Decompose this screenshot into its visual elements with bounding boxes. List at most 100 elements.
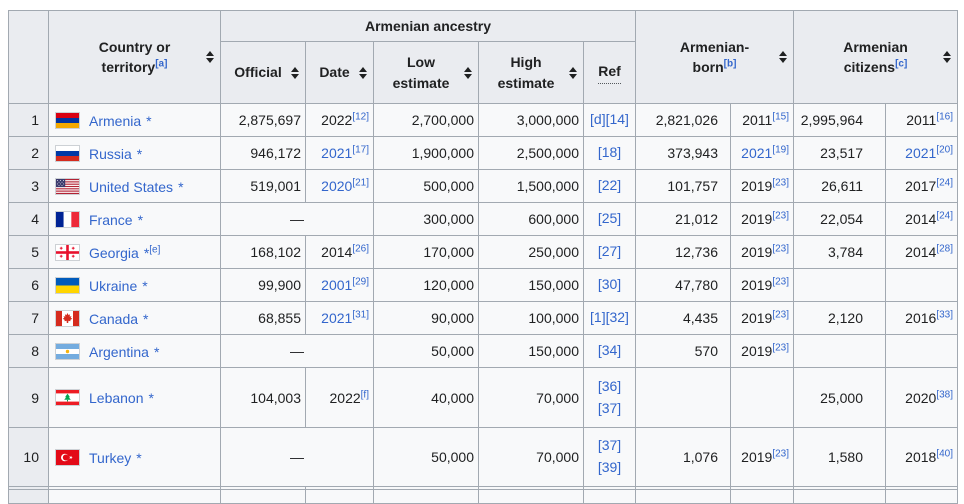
row-number: 8 [8,334,49,368]
citation-link[interactable]: [23] [772,342,789,354]
flag-ukraine-icon [55,276,80,294]
citation-link[interactable]: [36] [597,377,622,394]
citation-link[interactable]: [23] [772,210,789,222]
note-c-link[interactable]: [c] [895,58,908,70]
armenian-citizens-date-cell [885,334,958,368]
armenian-born-column-header[interactable]: Armenian-born[b] [635,10,794,104]
year-value[interactable]: 2020 [321,178,353,194]
citation-link[interactable]: [40] [936,448,953,460]
table-row: 5 Georgia *[e] 168,102 2014[26] 170,000 2… [8,235,958,269]
citation-link[interactable]: [17] [352,144,369,156]
citation-link[interactable]: [27] [597,243,622,260]
flag-france-icon [55,210,80,228]
country-star-link[interactable]: * [142,277,148,294]
citation-link[interactable]: [28] [936,243,953,255]
citation-link[interactable]: [24] [936,177,953,189]
country-link[interactable]: United States [89,178,174,195]
country-link[interactable]: Georgia [89,244,139,261]
low-estimate-cell: 120,000 [373,268,479,302]
partial-row [8,489,958,504]
country-link[interactable]: Armenia [89,112,142,129]
citation-link[interactable]: [1][32] [590,309,629,326]
country-link[interactable]: Lebanon [89,390,144,406]
note-b-link[interactable]: [b] [723,58,737,70]
date-column-header[interactable]: Date [305,41,374,104]
citation-link[interactable]: [f] [360,388,369,400]
country-star-link[interactable]: * [148,390,154,406]
country-link[interactable]: Russia [89,145,132,162]
citation-link[interactable]: [29] [352,276,369,288]
table-row: 2 Russia * 946,172 2021[17] 1,900,000 2,5… [8,136,958,170]
country-star-link[interactable]: * [146,112,152,129]
citation-link[interactable]: [33] [936,309,953,321]
official-column-header[interactable]: Official [220,41,306,104]
citation-link[interactable]: [30] [597,276,622,293]
armenian-citizens-date-cell: 2016[33] [885,301,958,335]
citation-link[interactable]: [23] [772,309,789,321]
citation-link[interactable]: [16] [936,111,953,123]
country-star-link[interactable]: * [137,211,144,228]
table-row: 1 Armenia * 2,875,697 2022[12] 2,700,000 … [8,103,958,137]
country-link[interactable]: Argentina [89,343,149,360]
citation-link[interactable]: [39] [597,459,622,475]
flag-united-states-icon [55,177,80,195]
armenian-born-date-cell: 2011[15] [730,103,794,137]
citation-link[interactable]: [d][14] [590,111,629,128]
citation-link[interactable]: [38] [936,388,953,400]
citation-link[interactable]: [34] [597,342,622,359]
citation-link[interactable]: [31] [352,309,369,321]
country-flag [55,111,80,129]
country-note-link[interactable]: [e] [149,243,161,255]
citation-link[interactable]: [37] [597,399,622,416]
country-star-link[interactable]: * [153,343,160,360]
country-link[interactable]: Turkey [89,449,132,466]
citation-link[interactable]: [22] [597,177,622,194]
year-value: 2017 [905,178,937,194]
official-date-cell: 2022[12] [305,103,374,137]
citation-link[interactable]: [26] [352,243,369,255]
country-link[interactable]: France [89,211,133,228]
country-star-link[interactable]: * [136,145,143,162]
sort-icon [779,51,788,63]
citation-link[interactable]: [23] [772,243,789,255]
low-estimate-cell: 170,000 [373,235,479,269]
country-cell: Russia * [48,136,221,170]
citation-link[interactable]: [24] [936,210,953,222]
citation-link[interactable]: [25] [597,210,622,227]
table-row: 3 United States * 519,001 2020[21] 500,00… [8,169,958,203]
citation-link[interactable]: [23] [772,276,789,288]
year-value[interactable]: 2021 [321,145,353,161]
country-cell: Canada * [48,301,221,335]
row-number: 2 [8,136,49,170]
armenian-citizens-column-header[interactable]: Armenian citizens[c] [793,10,958,104]
flag-argentina-icon [55,342,80,360]
citation-link[interactable]: [15] [772,111,789,123]
citation-link[interactable]: [23] [772,177,789,189]
citation-link[interactable]: [21] [352,177,369,189]
year-value[interactable]: 2021 [905,145,937,161]
citation-link[interactable]: [37] [597,437,622,454]
note-a-link[interactable]: [a] [155,58,168,70]
citation-link[interactable]: [12] [352,111,369,123]
citation-link[interactable]: [20] [936,144,953,156]
citation-link[interactable]: [19] [772,144,789,156]
country-star-link[interactable]: * [178,178,184,195]
armenian-citizens-date-cell: 2018[40] [885,427,958,487]
country-column-header[interactable]: Country or territory[a] [48,10,221,104]
ref-cell: [36] [37] [583,367,636,428]
citation-link[interactable]: [18] [597,144,622,161]
year-value: 2019 [741,244,773,260]
official-date-cell: 2021[31] [305,301,374,335]
year-value[interactable]: 2001 [321,277,353,293]
official-count-cell: — [220,334,374,368]
year-value[interactable]: 2021 [741,145,773,161]
high-estimate-column-header[interactable]: High estimate [478,41,584,104]
year-value[interactable]: 2021 [321,310,353,326]
country-link[interactable]: Canada [89,310,139,327]
country-link[interactable]: Ukraine [89,277,138,294]
citation-link[interactable]: [23] [772,448,789,460]
country-star-link[interactable]: * [143,310,149,327]
country-star-link[interactable]: * [143,244,150,261]
country-star-link[interactable]: * [136,449,142,466]
low-estimate-column-header[interactable]: Low estimate [373,41,479,104]
